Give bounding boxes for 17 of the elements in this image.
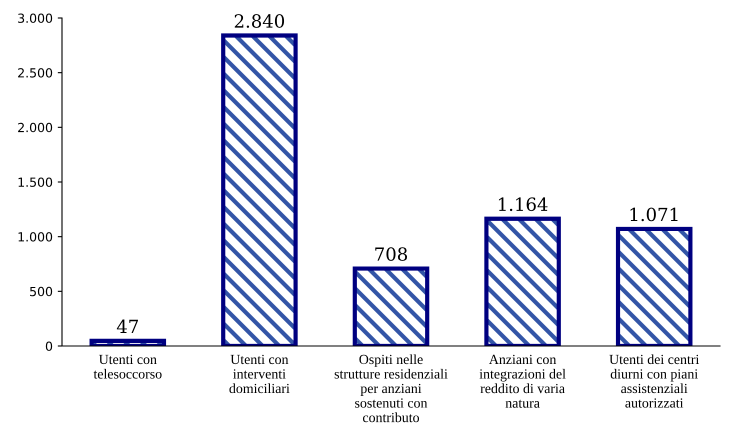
x-tick-label: Utenti con interventi domiciliari xyxy=(229,354,290,394)
data-label: 2.840 xyxy=(234,14,284,28)
data-label: 47 xyxy=(116,320,138,333)
data-label: 1.071 xyxy=(630,208,678,222)
x-tick-label: Anziani con integrazioni del reddito di varia natura xyxy=(480,354,566,408)
y-tick-label: 1.500 xyxy=(18,177,52,187)
y-tick-label: 2.500 xyxy=(18,68,52,78)
y-tick-label: 1.000 xyxy=(18,232,52,242)
data-label: 1.164 xyxy=(498,197,548,212)
y-tick-label: 3.000 xyxy=(18,13,52,23)
y-tick-label: 0 xyxy=(46,341,52,351)
x-tick-label: Utenti con telesoccorso xyxy=(94,354,162,379)
x-tick-label: Ospiti nelle strutture residenziali per anziani sostenuti con contributo xyxy=(334,354,448,422)
y-tick-label: 500 xyxy=(30,286,52,296)
y-tick-label: 2.000 xyxy=(18,122,52,132)
data-label: 708 xyxy=(375,247,408,261)
x-tick-label: Utenti dei centri diurni con piani assistenziali autorizzati xyxy=(609,354,700,408)
